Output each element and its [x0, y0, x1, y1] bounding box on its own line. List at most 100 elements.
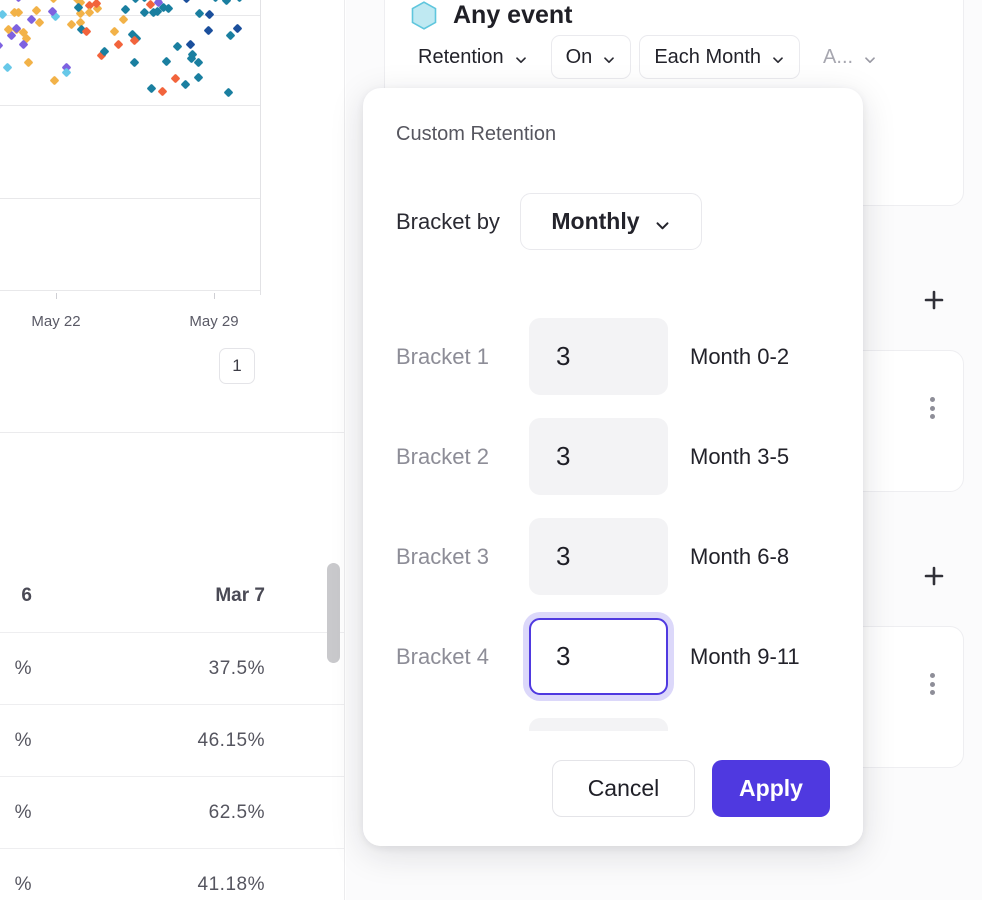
bracket-by-row: Bracket by Monthly: [396, 193, 702, 250]
table-row[interactable]: % 46.15%: [0, 704, 345, 776]
add-step-button-1[interactable]: [919, 285, 949, 315]
gridline: [0, 198, 260, 199]
bracket-range-label: Month 3-5: [690, 443, 790, 469]
bracket-size-input-5[interactable]: 3: [529, 718, 668, 733]
x-axis-label: May 22: [31, 313, 81, 330]
axis-vertical-line: [260, 0, 261, 295]
retention-type-dropdown[interactable]: Retention: [411, 35, 543, 79]
scatter-point[interactable]: [146, 83, 157, 94]
scatter-point[interactable]: [34, 17, 45, 28]
scatter-point[interactable]: [13, 0, 24, 3]
scatter-point[interactable]: [210, 0, 221, 3]
cancel-button[interactable]: Cancel: [552, 760, 695, 817]
event-title: Any event: [453, 1, 573, 29]
table-row[interactable]: % 62.5%: [0, 776, 345, 848]
scatter-point[interactable]: [221, 0, 232, 6]
hexagon-icon: [411, 1, 437, 30]
on-label: On: [565, 45, 593, 68]
bracket-label: Bracket 4: [396, 643, 489, 669]
on-dropdown[interactable]: On: [550, 35, 632, 79]
bracket-row-4: Bracket 4 3 Month 9-11: [396, 618, 836, 695]
chevron-down-icon: [514, 50, 528, 64]
scatter-point[interactable]: [194, 8, 205, 19]
bracket-size-input-3[interactable]: 3: [529, 518, 668, 595]
scatter-point[interactable]: [49, 75, 59, 86]
table-row[interactable]: % 37.5%: [0, 632, 345, 704]
scatter-point[interactable]: [161, 56, 172, 67]
x-axis-tick: [56, 293, 57, 299]
scatter-point[interactable]: [48, 0, 59, 4]
extra-label: A...: [823, 45, 854, 68]
table-cell: 41.18%: [197, 873, 265, 895]
table-row[interactable]: % 41.18%: [0, 848, 345, 900]
table-cell: 46.15%: [197, 729, 265, 751]
table-cell: %: [14, 657, 32, 679]
scatter-point[interactable]: [61, 67, 72, 78]
bracket-size-input-1[interactable]: 3: [529, 318, 668, 395]
scatter-point[interactable]: [120, 4, 131, 15]
scatter-point[interactable]: [223, 87, 234, 98]
bracket-by-label: Bracket by: [396, 208, 500, 234]
scatter-point[interactable]: [23, 57, 34, 68]
table-cell: 62.5%: [208, 801, 265, 823]
scatter-point[interactable]: [234, 0, 245, 3]
table-cell: %: [14, 729, 32, 751]
scatter-point[interactable]: [193, 72, 204, 83]
plus-icon: [924, 290, 944, 310]
scatter-point[interactable]: [204, 9, 215, 20]
bracket-list[interactable]: Bracket 1 3 Month 0-2 Bracket 2 3 Month 3-5 Br…: [363, 285, 863, 733]
event-header: Any event: [411, 1, 572, 30]
retention-table[interactable]: 6 Mar 7 % 37.5%% 46.15% % 62.5%% 41.18%: [0, 560, 345, 900]
apply-button[interactable]: Apply: [712, 760, 830, 817]
each-month-dropdown[interactable]: Each Month: [639, 35, 801, 79]
scatter-point[interactable]: [193, 57, 204, 68]
scatter-point[interactable]: [2, 62, 13, 73]
bracket-row-5: Bracket 53Month 12-14: [396, 718, 836, 733]
card-menu-icon-2[interactable]: [919, 669, 945, 699]
scatter-point[interactable]: [157, 86, 167, 97]
add-step-button-2[interactable]: [919, 561, 949, 591]
scatter-point[interactable]: [203, 25, 214, 36]
scatter-point[interactable]: [185, 39, 196, 49]
chevron-down-icon: [654, 213, 671, 230]
bracket-size-input-2[interactable]: 3: [529, 418, 668, 495]
scatter-plot-area[interactable]: [0, 0, 261, 300]
scatter-point[interactable]: [31, 5, 42, 16]
card-menu-icon-1[interactable]: [919, 393, 945, 423]
scatter-point[interactable]: [170, 73, 181, 84]
scatter-point[interactable]: [181, 0, 192, 3]
chart-pagination-page-1[interactable]: 1: [219, 348, 255, 384]
scatter-point[interactable]: [130, 0, 141, 4]
x-axis-tick: [214, 293, 215, 299]
gridline: [0, 290, 260, 291]
scatter-point[interactable]: [225, 30, 236, 40]
table-header-row: 6 Mar 7: [0, 560, 345, 632]
scatter-point[interactable]: [180, 79, 191, 90]
scatter-point[interactable]: [0, 40, 4, 50]
chevron-down-icon: [863, 50, 877, 64]
scatter-point[interactable]: [109, 26, 120, 37]
event-control-row: Retention On Each Month: [411, 35, 892, 79]
bracket-range-label: Month 9-11: [690, 643, 800, 669]
table-cell: 37.5%: [208, 657, 265, 679]
bracket-range-label: Month 0-2: [690, 343, 790, 369]
bracket-size-input-4[interactable]: 3: [529, 618, 668, 695]
scatter-point[interactable]: [0, 9, 7, 20]
bracket-label: Bracket 3: [396, 543, 489, 569]
x-axis-label: May 29: [189, 313, 239, 330]
column-header-0[interactable]: 6: [21, 585, 32, 606]
chevron-down-icon: [602, 50, 616, 64]
bracket-by-dropdown[interactable]: Monthly: [519, 193, 702, 250]
extra-dropdown[interactable]: A...: [808, 35, 892, 79]
column-header-1[interactable]: Mar 7: [215, 585, 265, 606]
bracket-by-value: Monthly: [551, 208, 640, 234]
gridline: [0, 15, 260, 16]
scatter-point[interactable]: [129, 57, 139, 68]
scatter-point[interactable]: [232, 23, 243, 34]
scatter-point[interactable]: [113, 39, 124, 50]
bracket-row-2: Bracket 2 3 Month 3-5: [396, 418, 836, 495]
table-scrollbar-thumb[interactable]: [327, 563, 340, 663]
scatter-point[interactable]: [172, 41, 183, 52]
dialog-footer: Cancel Apply: [363, 731, 863, 846]
chevron-down-icon: [771, 50, 785, 64]
